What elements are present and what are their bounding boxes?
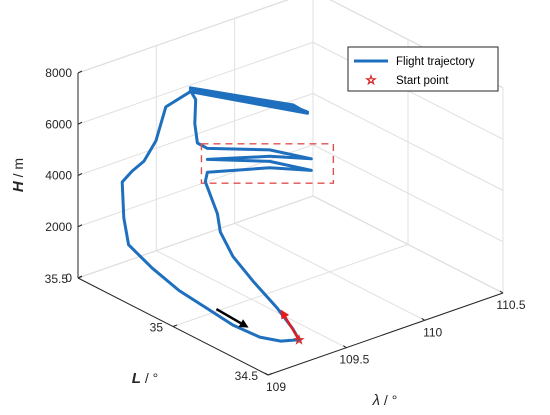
z-axis-label-unit: / m [10, 158, 26, 181]
x-axis-label: λ / ° [372, 392, 398, 409]
y-tick-mark [267, 373, 273, 376]
direction-arrowhead-0 [280, 309, 290, 320]
legend: Flight trajectory ☆ Start point [347, 46, 499, 92]
flight-trajectory-line [120, 86, 313, 343]
legend-label-start: Start point [396, 75, 449, 87]
direction-arrowhead-1 [238, 319, 249, 328]
plot-layer: ☆ [120, 86, 335, 347]
x-tick-label: 109.5 [339, 353, 369, 367]
legend-star-icon: ☆ [366, 73, 377, 87]
x-tick-label: 109 [266, 380, 286, 394]
z-tick-mark [77, 173, 83, 176]
grid-line-z [77, 41, 314, 125]
grid-line-z [77, 144, 314, 228]
z-tick-mark [77, 224, 83, 228]
x-tick-label: 110 [423, 325, 442, 339]
z-tick-label: 6000 [45, 117, 72, 131]
z-axis-label: H / m [10, 158, 27, 192]
y-axis-ticks: 34.5 35 35.5 [45, 272, 273, 383]
y-axis-label-symbol: L [132, 370, 141, 387]
z-axis-label-symbol: H [10, 180, 27, 192]
z-tick-label: 0 [65, 271, 72, 285]
y-tick-label: 35 [150, 321, 164, 335]
x-axis-line [267, 292, 504, 376]
x-axis-ticks: 109 109.5 110 110.5 [264, 290, 526, 394]
y-tick-label: 34.5 [235, 369, 259, 383]
grid-line-y [77, 195, 314, 279]
direction-arrow-0 [284, 316, 301, 341]
y-axis-label: L / ° [132, 370, 158, 387]
start-point-marker: ☆ [294, 334, 304, 347]
x-axis-label-symbol: λ [372, 392, 380, 409]
z-tick-label: 2000 [45, 220, 72, 234]
z-tick-label: 4000 [45, 169, 72, 183]
x-tick-mark [264, 372, 269, 376]
y-tick-label: 35.5 [45, 272, 69, 286]
y-tick-mark [77, 276, 83, 279]
direction-arrow-1 [215, 308, 242, 325]
legend-label-trajectory: Flight trajectory [396, 56, 475, 68]
z-tick-label: 8000 [45, 66, 72, 80]
z-tick-mark [77, 121, 83, 125]
legend-box [347, 46, 499, 92]
grid-line-y [172, 244, 409, 327]
highlight-dashed-rect [200, 143, 335, 184]
y-tick-mark [172, 324, 178, 327]
x-tick-label: 110.5 [496, 298, 525, 312]
x-tick-mark [343, 345, 347, 349]
axes-box-back [77, 0, 504, 294]
x-axis-label-unit: / ° [380, 392, 397, 408]
z-axis-ticks: 0 2000 4000 6000 8000 [45, 66, 83, 285]
box-edge [77, 0, 289, 74]
grid-line-z [77, 0, 289, 74]
x-tick-mark [421, 317, 425, 321]
y-axis-label-unit: / ° [141, 370, 158, 386]
z-tick-mark [77, 70, 83, 74]
x-tick-mark [499, 290, 504, 294]
